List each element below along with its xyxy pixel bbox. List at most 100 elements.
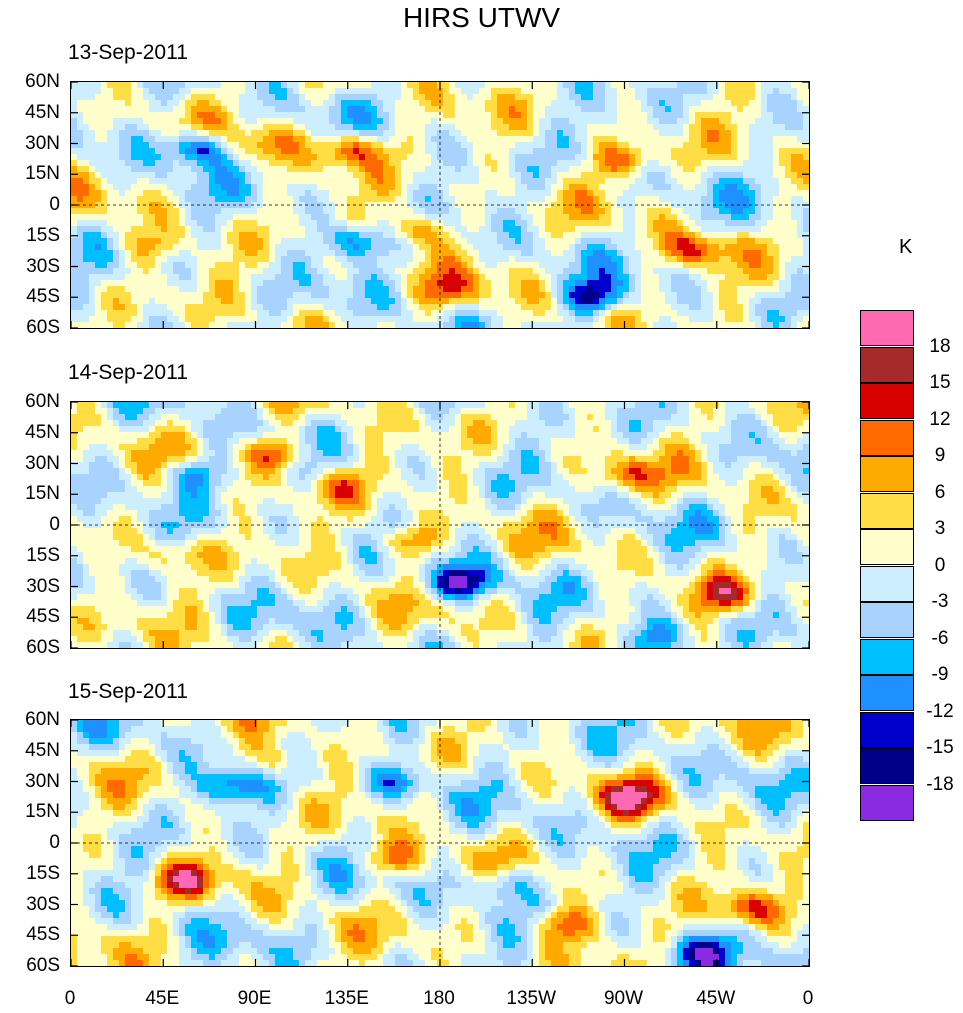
heatmap-cell [569, 184, 576, 191]
heatmap-cell [179, 214, 186, 221]
heatmap-cell [287, 118, 294, 125]
heatmap-cell [275, 172, 282, 179]
heatmap-cell [89, 274, 96, 281]
heatmap-cell [443, 172, 450, 179]
heatmap-cell [257, 220, 264, 227]
heatmap-cell [533, 166, 540, 173]
heatmap-cell [623, 142, 630, 149]
heatmap-cell [233, 268, 240, 275]
heatmap-cell [95, 310, 102, 317]
heatmap-cell [419, 250, 426, 257]
heatmap-cell [695, 112, 702, 119]
heatmap-cell [245, 280, 252, 287]
heatmap-cell [371, 124, 378, 131]
heatmap-cell [683, 88, 690, 95]
heatmap-cell [239, 232, 246, 239]
heatmap-cell [431, 208, 438, 215]
heatmap-cell [269, 256, 276, 263]
heatmap-cell [575, 100, 582, 107]
heatmap-cell [683, 298, 690, 305]
heatmap-cell [515, 118, 522, 125]
heatmap-cell [107, 286, 114, 293]
heatmap-cell [311, 316, 318, 323]
heatmap-cell [443, 262, 450, 269]
heatmap-cell [497, 178, 504, 185]
heatmap-cell [749, 304, 756, 311]
heatmap-cell [557, 304, 564, 311]
heatmap-cell [161, 190, 168, 197]
heatmap-cell [587, 256, 594, 263]
heatmap-cell [635, 268, 642, 275]
heatmap-cell [305, 106, 312, 113]
heatmap-cell [737, 274, 744, 281]
heatmap-cell [71, 88, 78, 95]
heatmap-cell [347, 250, 354, 257]
heatmap-cell [803, 256, 809, 263]
heatmap-cell [791, 88, 798, 95]
heatmap-cell [485, 202, 492, 209]
heatmap-cell [143, 136, 150, 143]
heatmap-cell [347, 178, 354, 185]
heatmap-cell [761, 184, 768, 191]
heatmap-cell [695, 220, 702, 227]
heatmap-cell [155, 166, 162, 173]
heatmap-cell [473, 292, 480, 299]
heatmap-cell [515, 262, 522, 269]
heatmap-cell [497, 154, 504, 161]
heatmap-cell [515, 238, 522, 245]
heatmap-cell [131, 274, 138, 281]
heatmap-cell [149, 100, 156, 107]
heatmap-cell [767, 280, 774, 287]
heatmap-cell [797, 136, 804, 143]
heatmap-cell [479, 88, 486, 95]
heatmap-cell [395, 178, 402, 185]
heatmap-cell [251, 310, 258, 317]
heatmap-cell [683, 202, 690, 209]
heatmap-cell [689, 244, 696, 251]
heatmap-cell [197, 316, 204, 323]
heatmap-cell [689, 316, 696, 323]
heatmap-cell [803, 94, 809, 101]
heatmap-cell [545, 304, 552, 311]
heatmap-cell [305, 256, 312, 263]
heatmap-cell [107, 256, 114, 263]
heatmap-cell [311, 250, 318, 257]
heatmap-cell [671, 298, 678, 305]
heatmap-cell [299, 184, 306, 191]
heatmap-cell [443, 94, 450, 101]
heatmap-cell [749, 280, 756, 287]
heatmap-cell [95, 292, 102, 299]
heatmap-cell [107, 238, 114, 245]
heatmap-cell [77, 250, 84, 257]
heatmap-cell [575, 178, 582, 185]
heatmap-cell [749, 292, 756, 299]
heatmap-cell [659, 112, 666, 119]
heatmap-cell [593, 286, 600, 293]
heatmap-cell [761, 316, 768, 323]
heatmap-cell [335, 154, 342, 161]
heatmap-cell [227, 316, 234, 323]
heatmap-cell [731, 298, 738, 305]
heatmap-cell [689, 106, 696, 113]
heatmap-cell [407, 256, 414, 263]
heatmap-cell [197, 274, 204, 281]
heatmap-cell [779, 262, 786, 269]
heatmap-cell [683, 214, 690, 221]
heatmap-cell [509, 238, 516, 245]
heatmap-cell [179, 232, 186, 239]
heatmap-cell [383, 100, 390, 107]
heatmap-cell [191, 130, 198, 137]
heatmap-cell [473, 304, 480, 311]
heatmap-cell [611, 214, 618, 221]
heatmap-cell [473, 136, 480, 143]
heatmap-cell [527, 214, 534, 221]
heatmap-cell [545, 88, 552, 95]
heatmap-cell [245, 82, 252, 89]
heatmap-cell [335, 268, 342, 275]
panel-map-1 [70, 81, 810, 329]
heatmap-cell [107, 166, 114, 173]
heatmap-cell [665, 250, 672, 257]
heatmap-cell [107, 322, 114, 328]
heatmap-cell [269, 208, 276, 215]
heatmap-cell [593, 202, 600, 209]
